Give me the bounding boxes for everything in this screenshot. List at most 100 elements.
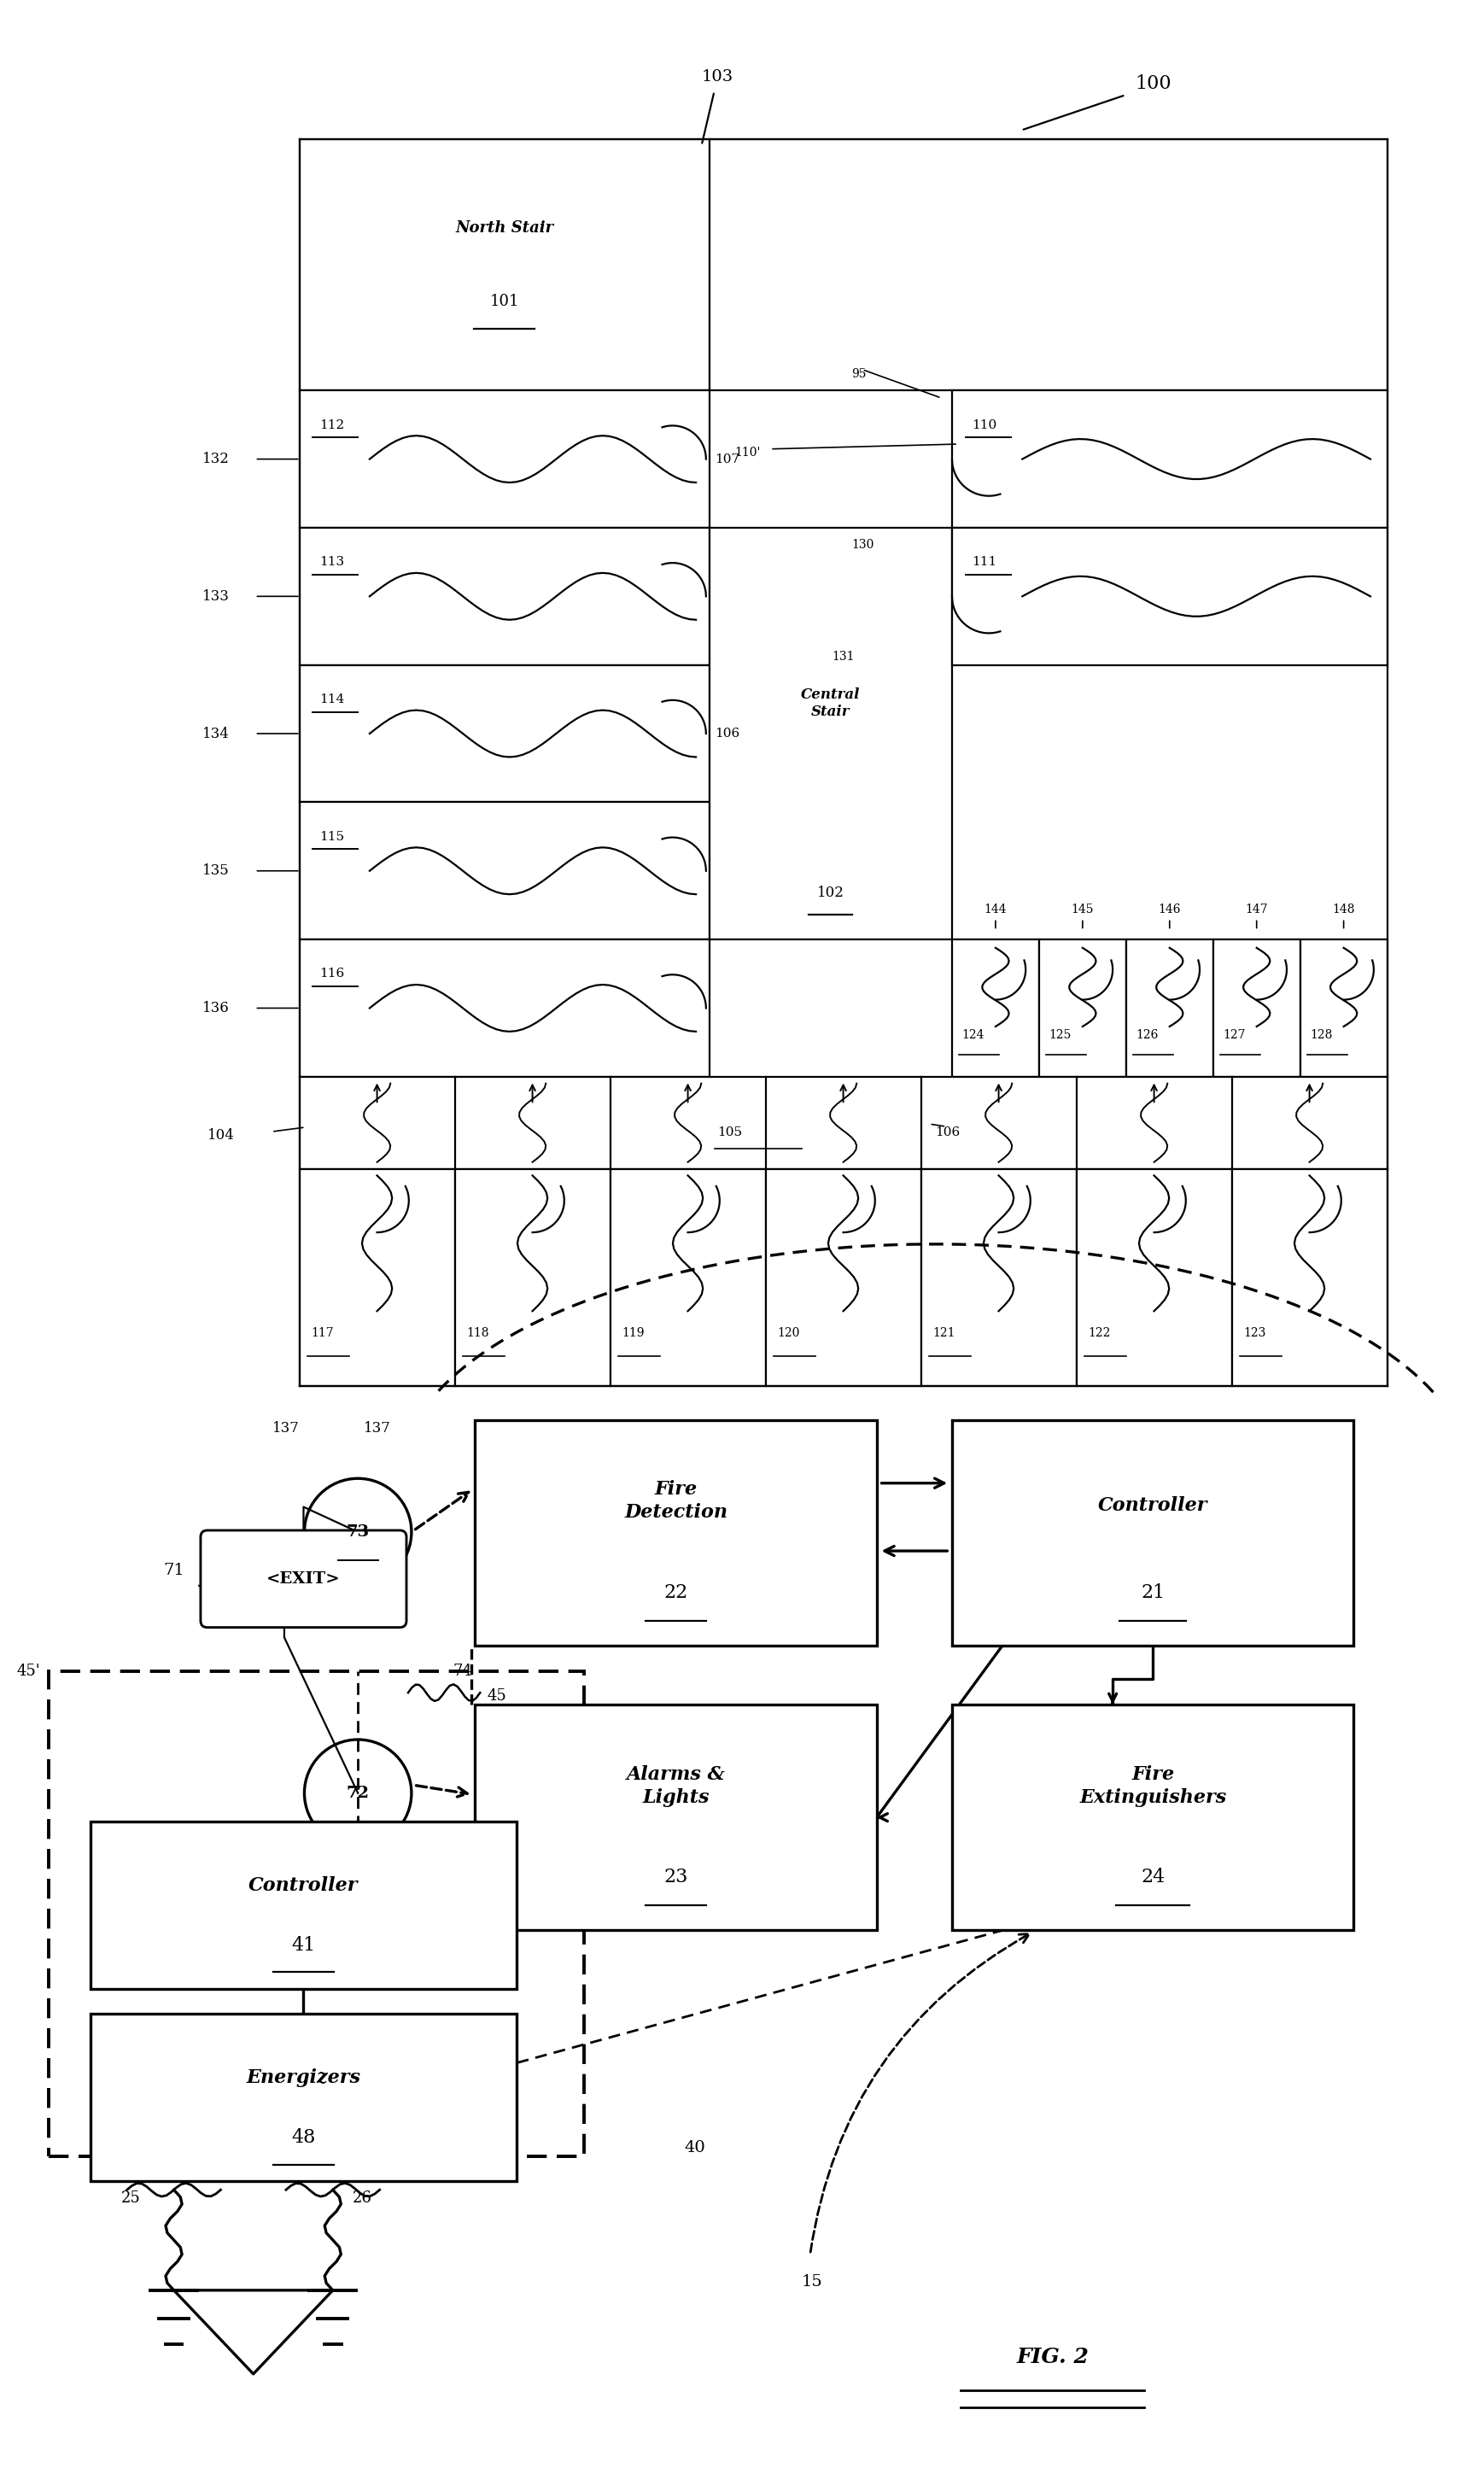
Text: 136: 136 [202,1002,229,1014]
Text: 143: 143 [1296,1420,1324,1435]
Text: 40: 40 [684,2140,705,2155]
FancyBboxPatch shape [300,139,709,391]
Text: 127: 127 [1223,1029,1245,1042]
Text: 139: 139 [674,1420,702,1435]
Text: 142: 142 [1140,1420,1168,1435]
Text: 112: 112 [319,418,344,430]
Text: 138: 138 [519,1420,546,1435]
Text: 120: 120 [778,1326,800,1338]
Text: 147: 147 [1245,903,1267,915]
Text: 145: 145 [1071,903,1094,915]
FancyBboxPatch shape [475,1705,877,1930]
Text: 116: 116 [319,967,344,980]
Text: Fire
Extinguishers: Fire Extinguishers [1079,1764,1226,1806]
Text: Controller: Controller [1098,1497,1208,1514]
Text: 21: 21 [1141,1583,1165,1601]
Text: 106: 106 [935,1126,960,1138]
Text: 103: 103 [702,69,733,143]
Text: 121: 121 [932,1326,956,1338]
Text: 107: 107 [714,453,739,465]
FancyBboxPatch shape [300,391,709,527]
Text: 135: 135 [202,863,229,878]
FancyBboxPatch shape [953,1705,1353,1930]
FancyBboxPatch shape [91,1821,516,1989]
FancyBboxPatch shape [1300,940,1388,1076]
FancyBboxPatch shape [766,1168,922,1385]
FancyBboxPatch shape [1039,940,1126,1076]
Text: 111: 111 [972,557,997,569]
FancyBboxPatch shape [300,666,709,802]
Text: 15: 15 [801,2274,822,2288]
Text: 110': 110' [735,445,760,458]
Text: 72: 72 [346,1786,370,1801]
Text: 134: 134 [202,727,229,740]
Text: 23: 23 [663,1868,689,1885]
Text: Alarms &
Lights: Alarms & Lights [626,1764,726,1806]
Text: Fire
Detection: Fire Detection [625,1479,727,1522]
Text: 141: 141 [985,1420,1012,1435]
Text: Central
Stair: Central Stair [801,688,861,720]
FancyBboxPatch shape [300,527,709,666]
Text: 45': 45' [16,1663,40,1680]
Text: 106: 106 [714,727,739,740]
FancyBboxPatch shape [922,1168,1076,1385]
Text: 126: 126 [1137,1029,1159,1042]
Text: Controller: Controller [249,1875,359,1895]
Text: 125: 125 [1049,1029,1071,1042]
FancyBboxPatch shape [709,139,1388,391]
Text: 131: 131 [831,651,855,663]
Text: 48: 48 [291,2128,316,2147]
Text: 124: 124 [962,1029,985,1042]
Text: 45: 45 [487,1687,506,1705]
FancyBboxPatch shape [610,1168,766,1385]
Text: 140: 140 [830,1420,856,1435]
Text: 22: 22 [663,1583,689,1601]
Text: 144: 144 [984,903,1008,915]
Text: 41: 41 [291,1937,316,1954]
Text: 104: 104 [208,1128,234,1143]
FancyBboxPatch shape [300,802,709,940]
Text: 133: 133 [202,589,229,604]
FancyBboxPatch shape [1126,940,1212,1076]
FancyBboxPatch shape [300,1168,454,1385]
Text: 101: 101 [490,294,519,309]
FancyBboxPatch shape [709,527,953,940]
Text: 132: 132 [202,453,229,468]
FancyBboxPatch shape [454,1168,610,1385]
FancyBboxPatch shape [1212,940,1300,1076]
Text: 117: 117 [312,1326,334,1338]
Text: 118: 118 [466,1326,490,1338]
Text: 119: 119 [622,1326,644,1338]
Text: 137: 137 [273,1420,300,1435]
Text: 25: 25 [120,2189,141,2207]
Text: 113: 113 [319,557,344,569]
Text: FIG. 1: FIG. 1 [681,1477,754,1497]
FancyBboxPatch shape [953,527,1388,666]
Text: 74: 74 [453,1663,473,1680]
Text: 105: 105 [718,1126,742,1138]
Text: 123: 123 [1244,1326,1266,1338]
Text: 128: 128 [1310,1029,1333,1042]
Text: 110: 110 [972,418,997,430]
Text: 102: 102 [818,886,844,901]
Text: 115: 115 [319,831,344,844]
FancyBboxPatch shape [300,1076,1388,1168]
FancyBboxPatch shape [1076,1168,1232,1385]
FancyBboxPatch shape [91,2014,516,2182]
Text: 146: 146 [1159,903,1181,915]
FancyBboxPatch shape [1232,1168,1388,1385]
Text: 114: 114 [319,693,344,705]
Text: North Stair: North Stair [456,220,554,235]
Text: 73: 73 [346,1524,370,1539]
Text: 95: 95 [852,369,867,379]
FancyBboxPatch shape [475,1420,877,1645]
Text: 130: 130 [852,539,874,549]
FancyBboxPatch shape [200,1531,407,1628]
Text: 26: 26 [353,2189,372,2207]
Text: 148: 148 [1333,903,1355,915]
Text: 100: 100 [1135,74,1171,94]
Text: 137: 137 [364,1420,390,1435]
Text: 122: 122 [1088,1326,1110,1338]
Text: 71: 71 [163,1564,184,1578]
Text: <EXIT>: <EXIT> [267,1571,340,1586]
